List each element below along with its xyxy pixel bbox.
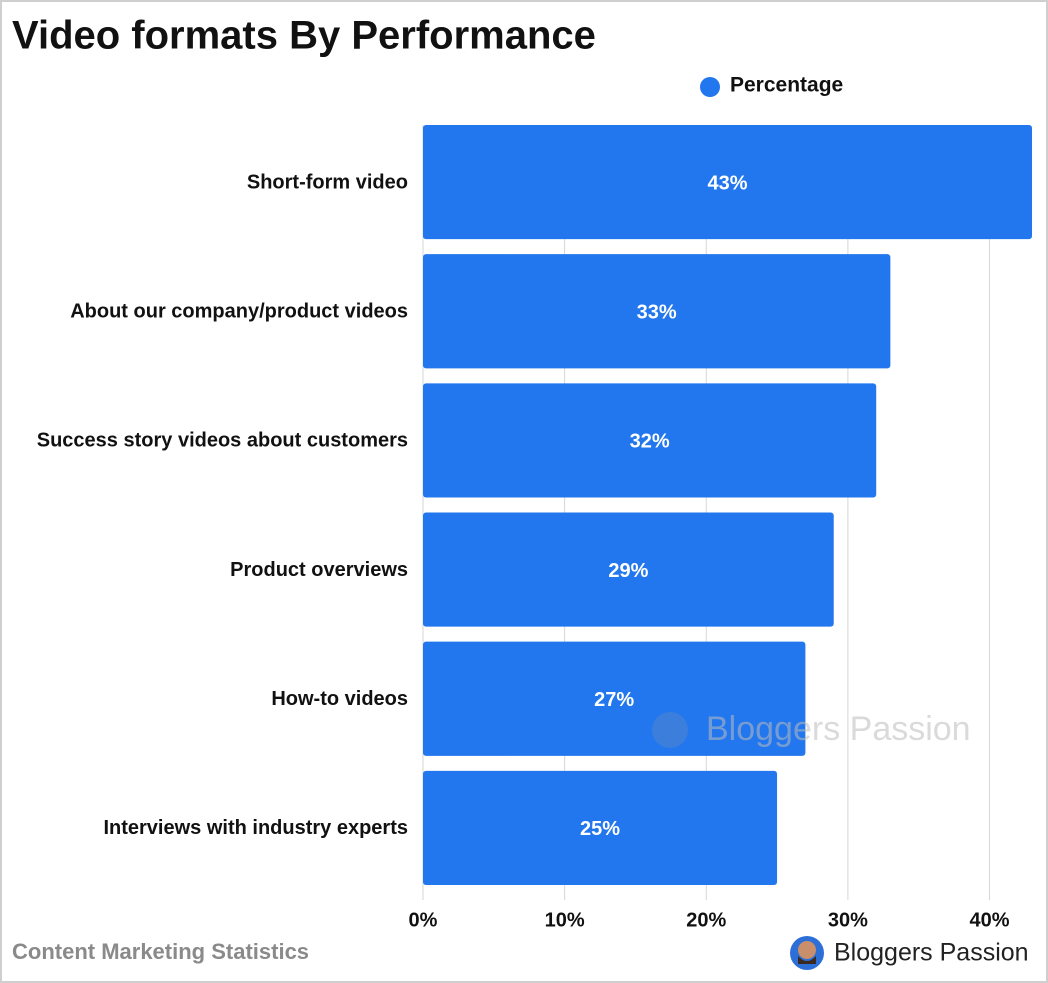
x-tick-label: 20% xyxy=(686,909,726,931)
x-tick-label: 30% xyxy=(828,909,868,931)
y-tick-label: How-to videos xyxy=(271,688,408,710)
y-tick-label: Interviews with industry experts xyxy=(103,817,408,839)
chart-title: Video formats By Performance xyxy=(12,14,596,58)
x-tick-label: 10% xyxy=(545,909,585,931)
value-label: 33% xyxy=(637,302,677,324)
legend-label: Percentage xyxy=(730,74,843,97)
value-label: 29% xyxy=(608,560,648,582)
watermark-group xyxy=(652,712,688,748)
brand-logo xyxy=(790,936,824,970)
watermark-icon xyxy=(652,712,688,748)
y-tick-label: Success story videos about customers xyxy=(37,430,408,452)
value-label: 25% xyxy=(580,818,620,840)
x-tick-label: 0% xyxy=(409,909,438,931)
source: Content Marketing Statistics xyxy=(12,939,309,964)
value-label: 32% xyxy=(630,431,670,453)
bar xyxy=(423,383,877,498)
y-tick-label: About our company/product videos xyxy=(70,301,408,323)
value-label: 27% xyxy=(594,689,634,711)
bar xyxy=(423,254,891,369)
legend-swatch xyxy=(700,77,720,97)
marks xyxy=(423,125,1032,885)
bar xyxy=(423,770,778,885)
x-tick-label: 40% xyxy=(969,909,1009,931)
brand: Bloggers Passion xyxy=(834,939,1029,967)
y-tick-label: Product overviews xyxy=(230,559,408,581)
value-label: 43% xyxy=(707,172,747,194)
y-tick-label: Short-form video xyxy=(247,171,408,193)
avatar-beard xyxy=(798,956,816,964)
watermark: Bloggers Passion xyxy=(706,710,971,748)
avatar-face xyxy=(798,941,816,959)
bar xyxy=(423,641,806,756)
bar xyxy=(423,512,834,627)
bar xyxy=(423,125,1032,240)
